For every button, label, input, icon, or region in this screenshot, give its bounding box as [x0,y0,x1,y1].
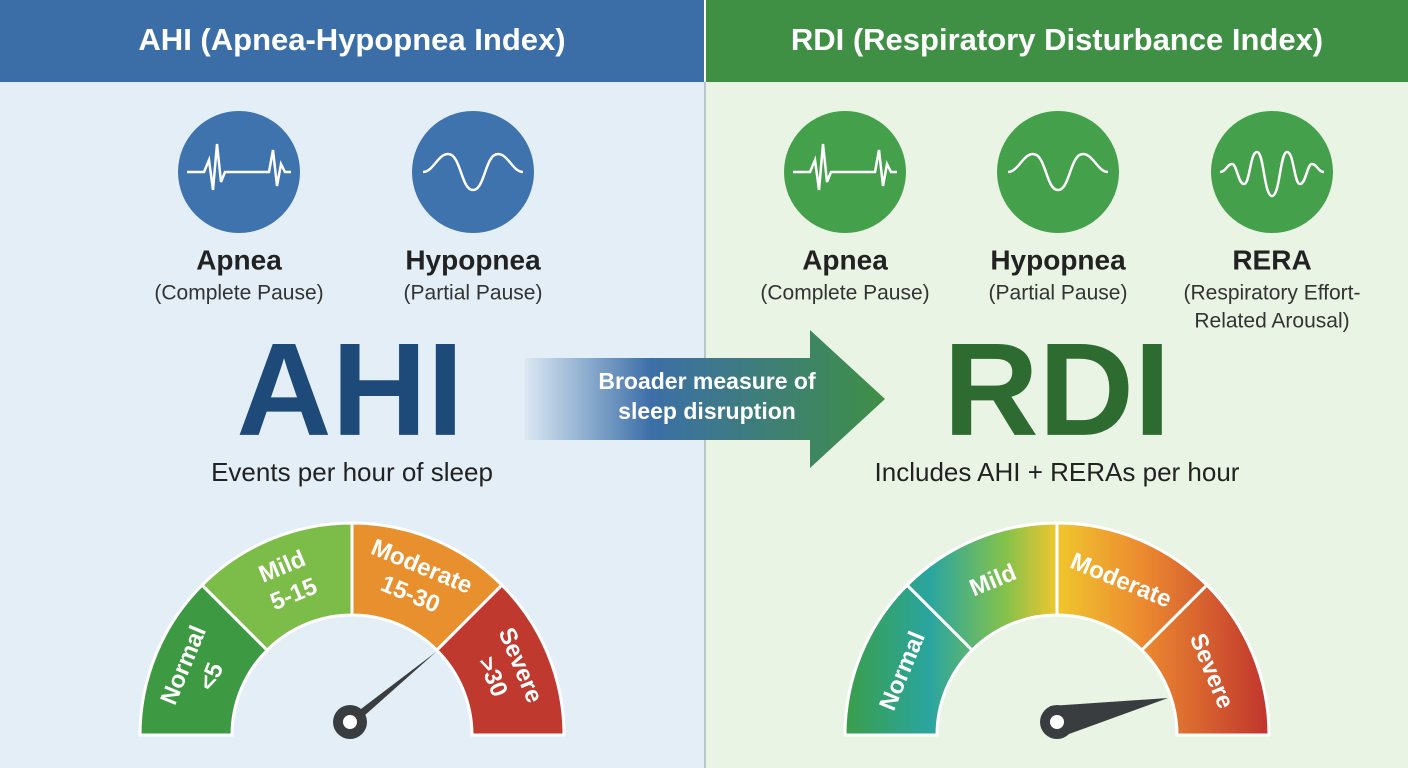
event-sub: (Complete Pause) [760,282,929,305]
arrow-text: Broader measure of [598,368,816,394]
waveform [1219,150,1325,198]
event-icon [997,111,1119,233]
event-sub: (Partial Pause) [989,282,1128,305]
event-icon [1211,111,1333,233]
event-label: RERA [1232,244,1311,275]
event-label: Apnea [196,244,282,275]
event-sub: Related Arousal) [1194,310,1349,333]
event-sub: (Respiratory Effort- [1184,282,1361,305]
big-label: RDI [943,316,1170,463]
waveform [422,152,524,192]
event-label: Hypopnea [405,244,541,275]
needle-pin [343,715,357,729]
big-label: AHI [236,316,463,463]
gauge-segment [434,582,566,737]
waveform [793,143,897,191]
event-sub: (Complete Pause) [154,282,323,305]
arrow [525,330,885,468]
waveform [1007,152,1109,192]
event-label: Hypopnea [990,244,1126,275]
right-header: RDI (Respiratory Disturbance Index) [791,22,1323,57]
gauge-segment [1139,582,1271,737]
caption: Includes AHI + RERAs per hour [875,457,1240,487]
needle [1050,698,1168,738]
right-header-bar [706,0,1408,82]
event-sub: (Partial Pause) [404,282,543,305]
arrow-text: sleep disruption [618,398,796,424]
waveform [187,143,291,191]
needle-pin [1050,715,1064,729]
left-header: AHI (Apnea-Hypopnea Index) [138,22,565,57]
event-icon [412,111,534,233]
left-header-bar [0,0,704,82]
needle [336,652,436,728]
caption: Events per hour of sleep [211,457,493,487]
event-label: Apnea [802,244,888,275]
